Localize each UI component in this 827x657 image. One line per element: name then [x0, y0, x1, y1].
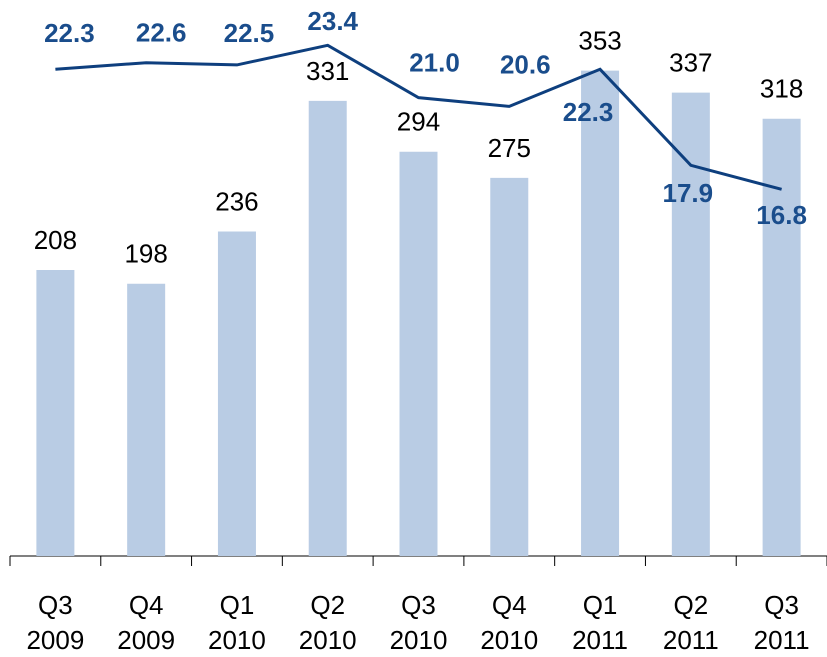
x-tick-label: 2010	[480, 625, 538, 655]
bar	[399, 151, 438, 556]
bar	[762, 118, 801, 556]
bar-label: 275	[488, 133, 531, 163]
bar-label: 331	[306, 56, 349, 86]
x-tick-label: 2010	[390, 625, 448, 655]
bar-label: 318	[760, 74, 803, 104]
line-label: 17.9	[663, 178, 714, 208]
x-tick-label: 2009	[26, 625, 84, 655]
line-label: 22.5	[224, 18, 275, 48]
bar	[36, 270, 75, 556]
bar	[581, 70, 620, 556]
x-tick-label: Q2	[310, 590, 345, 620]
x-tick-label: 2010	[208, 625, 266, 655]
x-tick-label: 2009	[117, 625, 175, 655]
x-tick-label: Q4	[492, 590, 527, 620]
x-tick-label: 2011	[754, 625, 810, 655]
line-label: 22.3	[563, 97, 614, 127]
bar-label: 236	[215, 186, 258, 216]
x-tick-label: Q1	[583, 590, 618, 620]
x-tick-label: Q4	[129, 590, 164, 620]
bar	[127, 283, 166, 556]
bar-label: 353	[578, 26, 621, 56]
bar-label: 337	[669, 48, 712, 78]
x-tick-label: Q3	[401, 590, 436, 620]
bar	[308, 100, 347, 556]
line	[55, 43, 782, 191]
x-tick-label: 2011	[663, 625, 719, 655]
x-tick-label: Q2	[673, 590, 708, 620]
x-tick-label: Q1	[220, 590, 255, 620]
x-tick-label: Q3	[764, 590, 799, 620]
line-label: 23.4	[307, 6, 358, 36]
bar	[490, 177, 529, 556]
line-label: 16.8	[756, 200, 807, 230]
bar-label: 294	[397, 107, 440, 137]
x-tick-label: 2010	[299, 625, 357, 655]
line-label: 20.6	[500, 49, 551, 79]
line-label: 22.6	[136, 18, 187, 48]
line-label: 21.0	[409, 48, 460, 78]
x-tick-label: Q3	[38, 590, 73, 620]
bar-label: 208	[34, 225, 77, 255]
bar	[217, 231, 256, 556]
bar-label: 198	[124, 239, 167, 269]
x-tick-label: 2011	[572, 625, 628, 655]
line-label: 22.3	[44, 18, 95, 48]
bar	[671, 92, 710, 556]
